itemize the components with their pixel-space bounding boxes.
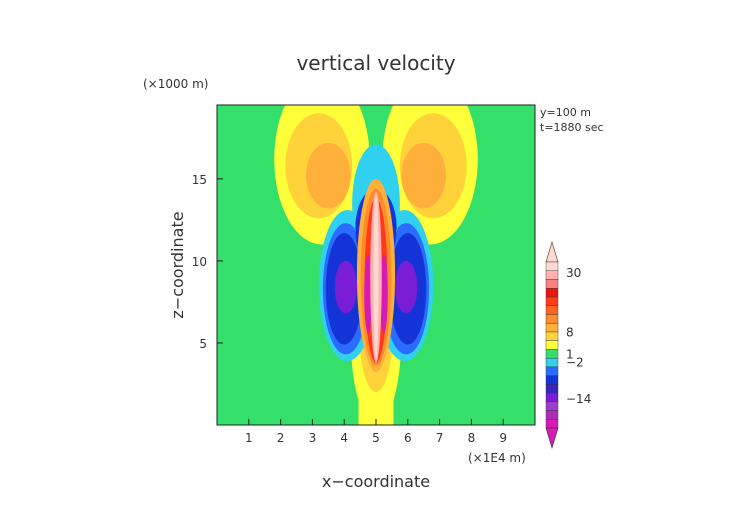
colorbar-segment — [545, 279, 559, 289]
x-axis-label: x−coordinate — [322, 472, 430, 491]
y-ticks: 5 10 15 — [192, 173, 223, 351]
colorbar-segment — [545, 384, 559, 394]
x-tick-label: 9 — [499, 431, 507, 445]
colorbar-segment — [545, 322, 559, 333]
chart-title: vertical velocity — [296, 51, 455, 75]
y-tick-label: 5 — [199, 337, 207, 351]
colorbar-tick-label: −14 — [566, 392, 591, 406]
core-left-magenta — [364, 254, 372, 334]
x-unit-label: (×1E4 m) — [468, 451, 526, 465]
x-tick-label: 3 — [309, 431, 317, 445]
colorbar-bottom-arrow — [545, 427, 559, 450]
colorbar-tick-label: 8 — [566, 326, 574, 340]
outflow-left-orange — [306, 142, 351, 209]
colorbar-segment — [545, 270, 559, 280]
colorbar-segment — [545, 288, 559, 298]
y-tick-label: 10 — [192, 255, 207, 269]
x-tick-label: 4 — [340, 431, 348, 445]
time-annotation-t: t=1880 sec — [540, 121, 604, 134]
velocity-field — [217, 105, 535, 425]
colorbar-segment — [545, 314, 559, 324]
colorbar-segment — [545, 261, 559, 271]
colorbar-segment — [545, 357, 559, 368]
colorbar: 30 8 1−2 −14 — [545, 240, 591, 450]
x-tick-label: 2 — [277, 431, 285, 445]
colorbar-segment — [545, 296, 559, 306]
colorbar-segment — [545, 340, 559, 350]
x-tick-label: 7 — [436, 431, 444, 445]
y-axis-label: z−coordinate — [168, 211, 187, 318]
colorbar-segment — [545, 410, 559, 420]
colorbar-tick-label: 1 — [566, 347, 574, 361]
colorbar-segment — [545, 331, 559, 341]
colorbar-tick-label: 30 — [566, 266, 581, 280]
colorbar-segment — [545, 305, 559, 315]
y-unit-label: (×1000 m) — [143, 77, 208, 91]
x-tick-label: 5 — [372, 431, 380, 445]
x-tick-label: 1 — [245, 431, 253, 445]
colorbar-segment — [545, 419, 559, 429]
colorbar-segment — [545, 349, 559, 359]
outflow-right-orange — [401, 142, 446, 209]
colorbar-tick-label: −2 — [566, 356, 584, 370]
x-ticks: 1 2 3 4 5 6 7 8 9 — [245, 419, 507, 445]
core-right-magenta — [380, 254, 388, 334]
downdraft-right-purple — [395, 260, 418, 314]
core-pale — [373, 195, 379, 360]
downdraft-left-purple — [334, 260, 357, 314]
colorbar-segment — [545, 375, 559, 385]
x-tick-label: 8 — [468, 431, 476, 445]
colorbar-segment — [545, 366, 559, 376]
x-tick-label: 6 — [404, 431, 412, 445]
time-annotation-y: y=100 m — [540, 106, 591, 119]
y-tick-label: 15 — [192, 173, 207, 187]
colorbar-segment — [545, 401, 559, 411]
colorbar-segment — [545, 392, 559, 402]
colorbar-top-arrow — [545, 240, 559, 263]
